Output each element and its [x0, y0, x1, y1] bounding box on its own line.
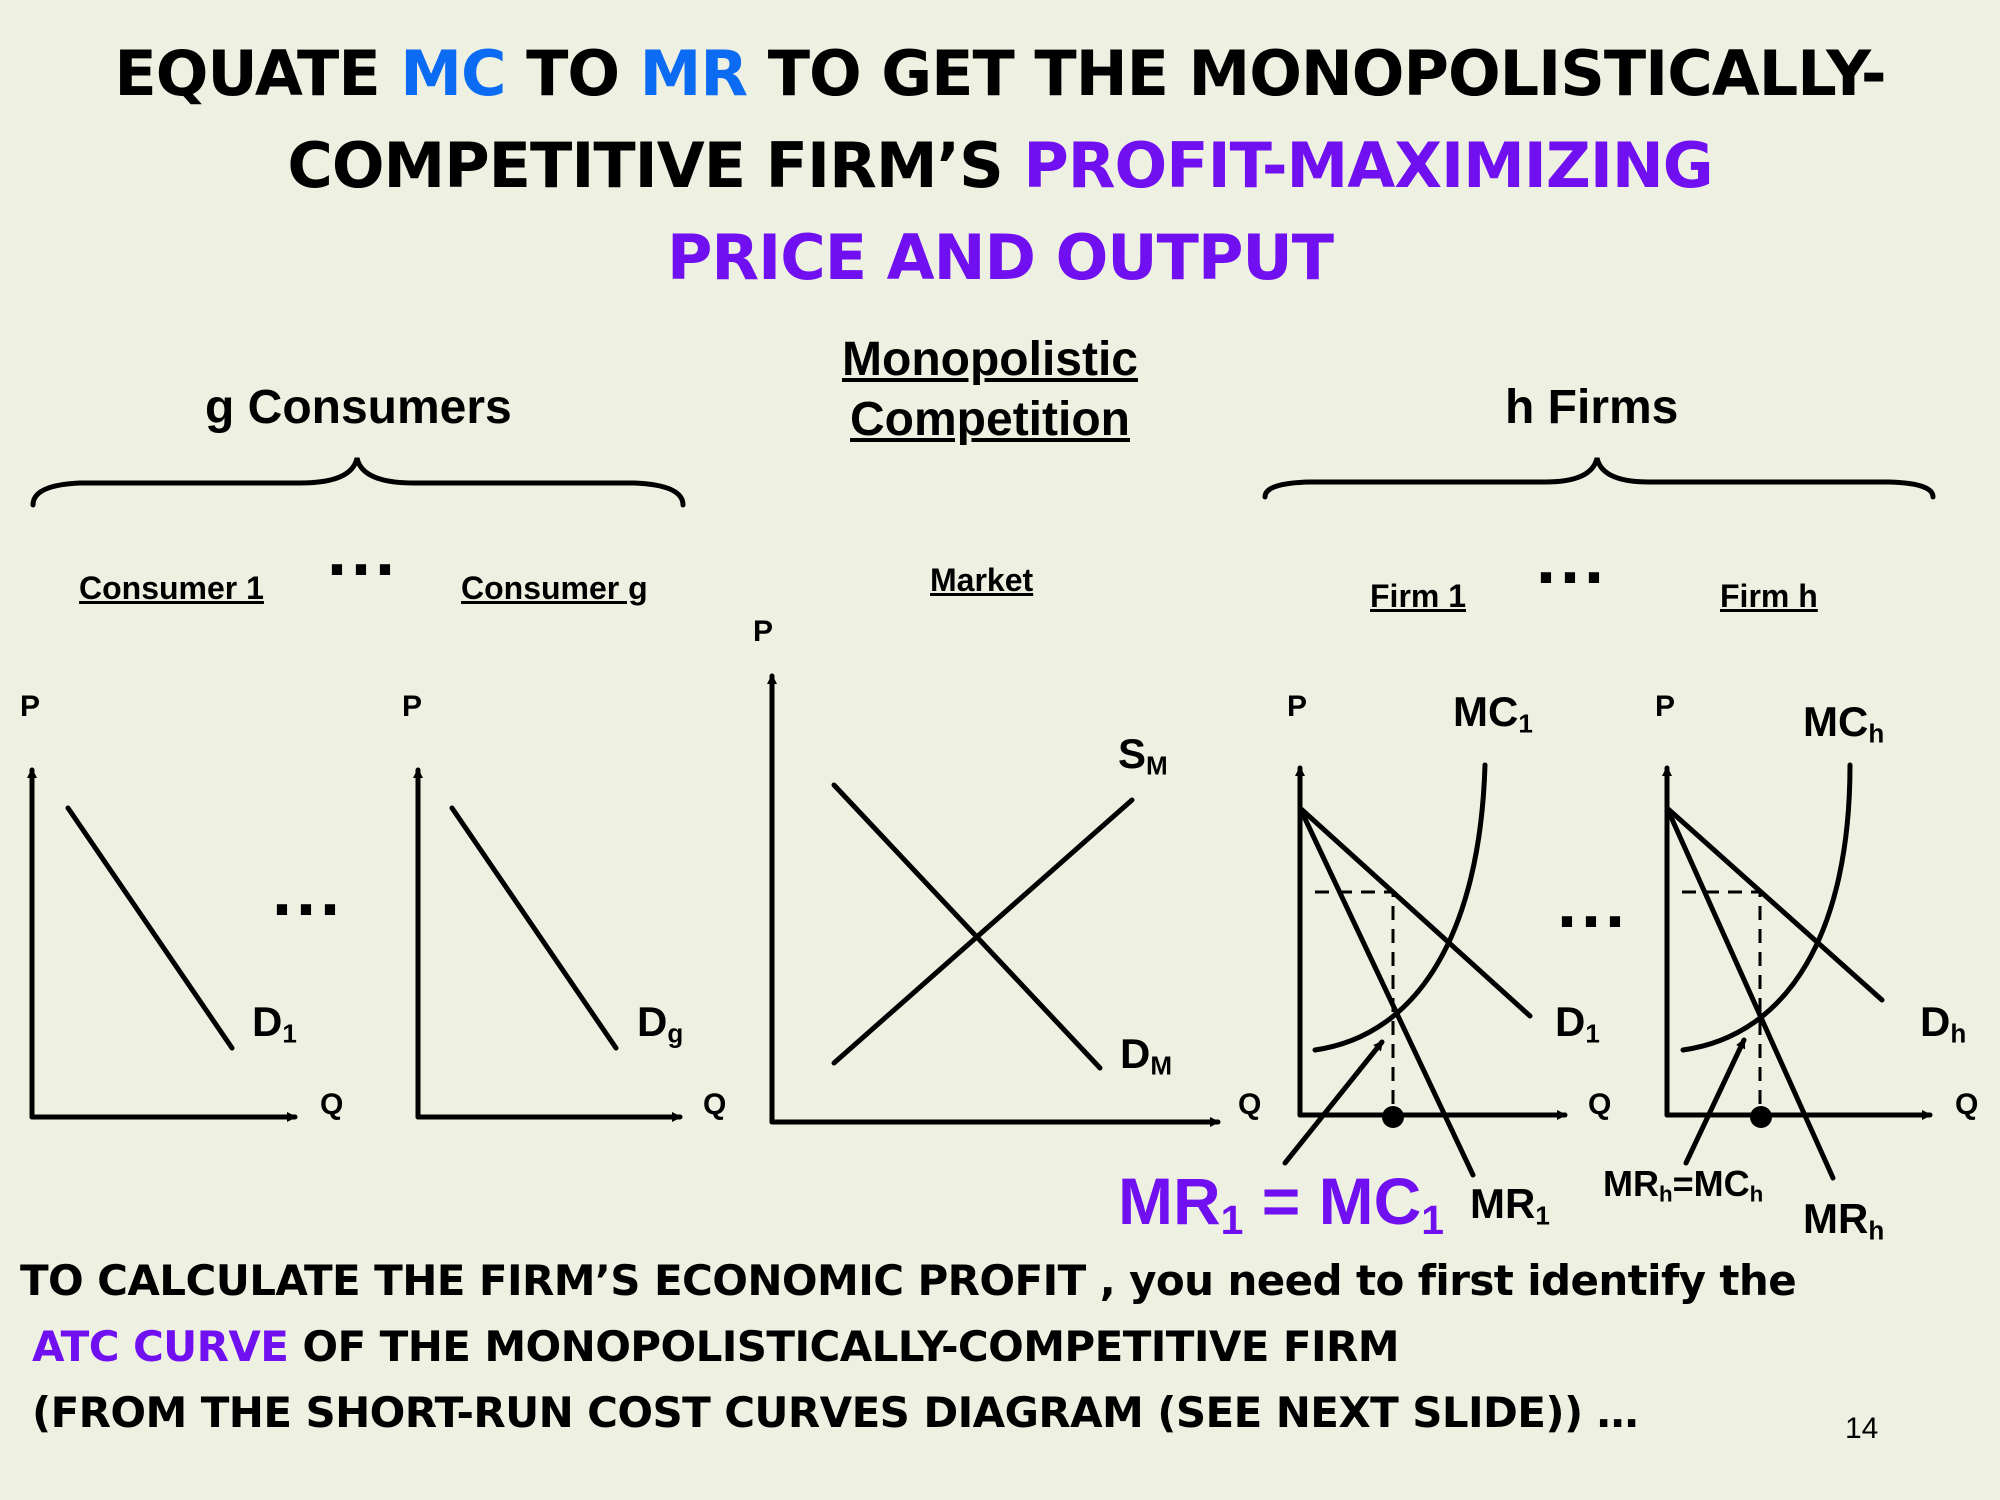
title-line-3: PRICE AND OUTPUT	[666, 221, 1334, 294]
firm-h-q-label: Q	[1955, 1088, 1979, 1121]
ellipsis-consumers-mid: ...	[272, 851, 345, 931]
market-supply-label: SM	[1118, 730, 1168, 781]
ellipsis-firms-top: ...	[1536, 519, 1609, 599]
consumer-g-axes	[413, 767, 683, 1122]
market-title: Market	[930, 562, 1034, 598]
atc-curve-highlight: ATC CURVE	[32, 1322, 289, 1371]
consumer-g-title: Consumer g	[461, 570, 648, 606]
firm-h-axes	[1662, 765, 1933, 1120]
firm-1-mr-equals-mc: MR1 = MC1	[1118, 1164, 1445, 1244]
market-p-label: P	[753, 615, 774, 648]
firms-brace	[1262, 457, 1936, 500]
bottom-line-3: (FROM THE SHORT-RUN COST CURVES DIAGRAM …	[32, 1388, 1639, 1437]
ellipsis-consumers-top: ...	[327, 511, 400, 591]
title-line-1: EQUATE MC TO MR TO GET THE MONOPOLISTICA…	[114, 37, 1886, 110]
firm-1-output-dot	[1382, 1106, 1404, 1128]
consumer-1-demand-curve	[65, 805, 235, 1051]
firm-1-mr-label: MR1	[1470, 1180, 1550, 1231]
firm-1-q-label: Q	[1588, 1088, 1612, 1121]
firm-1-axes	[1295, 765, 1568, 1120]
consumer-1-demand-label: D1	[252, 998, 297, 1049]
group-firms-label: h Firms	[1505, 381, 1679, 434]
bottom-line-1: TO CALCULATE THE FIRM’S ECONOMIC PROFIT …	[20, 1256, 1797, 1305]
firm-h-mr-curve	[1664, 805, 1836, 1181]
firm-1-mc-curve	[1312, 762, 1488, 1053]
firm-h-mr-label: MRh	[1803, 1195, 1885, 1246]
consumer-g-q-label: Q	[703, 1088, 727, 1121]
ellipsis-firms-mid: ...	[1557, 863, 1630, 943]
consumer-1-q-label: Q	[320, 1088, 344, 1121]
market-demand-curve	[831, 782, 1103, 1071]
firm-1-mr-mc-pointer	[1282, 1039, 1385, 1166]
firm-1-mc-label: MC1	[1453, 688, 1533, 739]
market-axes	[767, 673, 1221, 1127]
firm-1-p-label: P	[1287, 690, 1308, 723]
consumers-brace	[30, 457, 686, 508]
firm-1-demand-label: D1	[1555, 998, 1600, 1049]
firm-h-mc-label: MCh	[1803, 698, 1885, 749]
firm-h-output-dot	[1750, 1106, 1772, 1128]
center-title: Monopolistic Competition	[842, 333, 1138, 446]
page-number: 14	[1845, 1412, 1879, 1445]
firm-1-demand-curve	[1297, 805, 1533, 1019]
firm-h-demand-curve	[1664, 805, 1885, 1003]
firm-h-title: Firm h	[1720, 578, 1818, 614]
title-mc: MC	[400, 37, 506, 110]
firm-h-mr-equals-mc: MRh=MCh	[1603, 1163, 1764, 1207]
market-q-label: Q	[1238, 1088, 1262, 1121]
firm-h-mc-curve	[1680, 762, 1853, 1053]
market-supply-curve	[831, 797, 1135, 1066]
firm-h-p-label: P	[1655, 690, 1676, 723]
title-line-2: COMPETITIVE FIRM’S PROFIT-MAXIMIZING	[287, 129, 1713, 202]
firm-1-mr-curve	[1297, 805, 1476, 1178]
consumer-1-axes	[27, 767, 298, 1122]
title-profit-max: PROFIT-MAXIMIZING	[1023, 129, 1713, 202]
firm-h-demand-label: Dh	[1920, 998, 1967, 1049]
title-mr: MR	[639, 37, 748, 110]
group-consumers-label: g Consumers	[205, 381, 512, 434]
firm-h-price-output-guides	[1682, 890, 1762, 1115]
bottom-line-2: ATC CURVE OF THE MONOPOLISTICALLY-COMPET…	[32, 1322, 1400, 1371]
consumer-g-p-label: P	[402, 690, 423, 723]
slide-title: EQUATE MC TO MR TO GET THE MONOPOLISTICA…	[0, 28, 2000, 304]
market-demand-label: DM	[1120, 1030, 1173, 1081]
bottom-text: TO CALCULATE THE FIRM’S ECONOMIC PROFIT …	[20, 1248, 1797, 1446]
consumer-1-p-label: P	[20, 690, 41, 723]
consumer-1-title: Consumer 1	[79, 570, 264, 606]
consumer-g-demand-curve	[449, 805, 619, 1051]
firm-1-price-output-guides	[1315, 890, 1395, 1115]
firm-1-title: Firm 1	[1370, 578, 1467, 614]
firm-h-mr-mc-pointer	[1683, 1037, 1747, 1166]
consumer-g-demand-label: Dg	[637, 998, 684, 1049]
